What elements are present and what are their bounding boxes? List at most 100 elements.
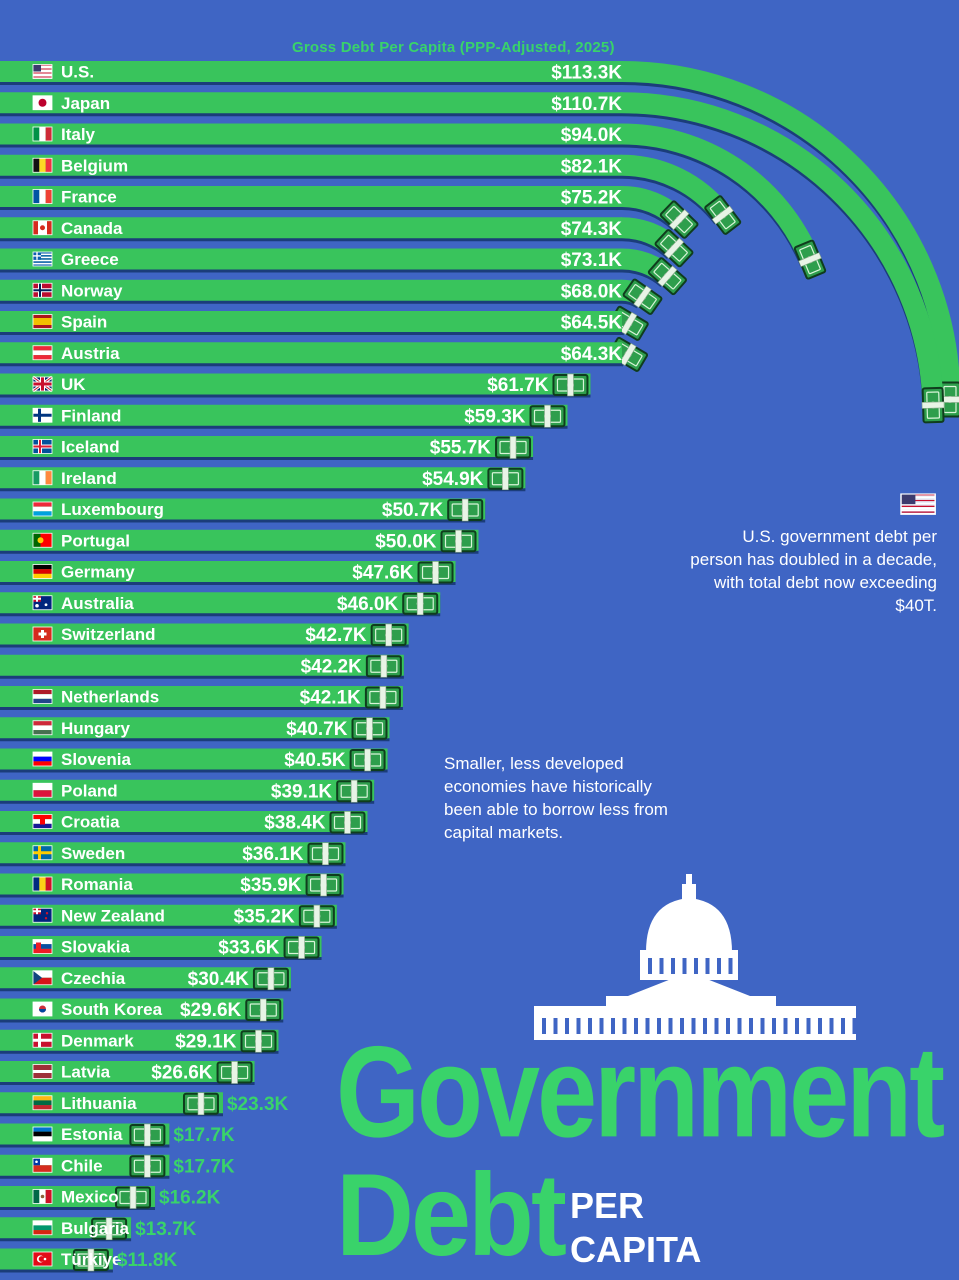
bar: [0, 529, 479, 551]
capitol-column-gap: [760, 1018, 765, 1034]
bar: [0, 123, 622, 145]
country-label: Mexico: [61, 1188, 119, 1207]
bar: [0, 998, 284, 1020]
money-bill-icon: [365, 654, 402, 678]
capitol-column-gap: [622, 1018, 627, 1034]
bar-row: Iceland $55.7K: [0, 436, 534, 460]
country-label: Australia: [61, 594, 134, 613]
money-bill-icon: [336, 779, 373, 803]
flag-ro-icon: [32, 876, 53, 892]
bar: [0, 1029, 279, 1051]
country-label: Canada: [61, 219, 123, 238]
country-label: Belgium: [61, 156, 128, 175]
bar-row: Estonia $17.7K: [0, 1123, 235, 1148]
value-label: $39.1K: [271, 781, 333, 802]
bar: [0, 717, 390, 739]
flag-au-icon: [32, 595, 53, 611]
value-label: $40.5K: [284, 750, 346, 771]
value-label: $74.3K: [561, 219, 623, 240]
money-bill-icon: [129, 1123, 166, 1147]
small-economies-annotation: Smaller, less developed economies have h…: [444, 754, 668, 842]
country-label: UK: [61, 375, 86, 394]
capitol-drum-window: [728, 958, 733, 974]
value-label: $47.6K: [352, 563, 414, 584]
value-label: $33.6K: [218, 938, 280, 959]
money-bill-icon: [495, 436, 532, 459]
flag-sk-icon: [32, 939, 53, 954]
bar: [0, 561, 456, 582]
country-label: France: [61, 188, 117, 207]
money-bill-icon: [307, 842, 344, 866]
us-flag-icon: [900, 493, 936, 515]
flag-se-icon: [32, 845, 53, 861]
bar: [0, 1061, 255, 1082]
value-label: $73.1K: [561, 250, 623, 271]
money-bill-icon: [440, 529, 477, 553]
country-label: Slovenia: [61, 750, 131, 769]
value-label: $40.7K: [286, 719, 348, 740]
capitol-lantern: [682, 884, 696, 900]
chart-subtitle: Gross Debt Per Capita (PPP-Adjusted, 202…: [292, 39, 615, 56]
capitol-column-gap: [749, 1018, 753, 1034]
flag-no-icon: [32, 282, 53, 298]
value-label: $17.7K: [173, 1156, 235, 1177]
flag-at-icon: [32, 345, 53, 361]
bar-group: U.S. $113.3K Japan $110.7K Italy $94.0K Belgiu…: [0, 61, 622, 1273]
capitol-column-gap: [841, 1018, 845, 1034]
capitol-column-gap: [818, 1018, 822, 1034]
country-label: Estonia: [61, 1125, 123, 1144]
value-label: $113.3K: [551, 63, 622, 84]
money-bill-icon: [529, 404, 566, 428]
curved-bar: [620, 92, 944, 406]
capitol-drum-window: [682, 958, 687, 974]
value-label: $50.7K: [382, 500, 444, 521]
bar-row: Sweden $36.1K: [0, 842, 346, 867]
bar-row: Croatia $38.4K: [0, 811, 368, 835]
value-label: $17.7K: [173, 1125, 235, 1146]
value-label: $59.3K: [464, 406, 526, 427]
value-label: $82.1K: [561, 156, 623, 177]
money-bill-icon: [283, 936, 320, 959]
money-bill-icon: [305, 873, 342, 897]
flag-it-icon: [32, 126, 53, 142]
bar: [0, 623, 409, 645]
title-per: PER: [570, 1185, 645, 1226]
curved-bar: [620, 60, 959, 400]
capitol-column-gap: [599, 1018, 604, 1034]
bar: [0, 311, 622, 332]
money-bill-icon: [182, 1092, 219, 1116]
bar-row: Bulgaria $13.7K: [0, 1217, 197, 1242]
capitol-column-gap: [829, 1018, 834, 1034]
bar-row: Germany $47.6K: [0, 561, 456, 585]
country-label: Ireland: [61, 469, 117, 488]
bar: [0, 248, 622, 270]
money-bill-icon: [216, 1061, 253, 1084]
money-bill-icon: [351, 717, 388, 741]
bar: [0, 373, 591, 395]
country-label: Croatia: [61, 813, 120, 832]
bar: [0, 686, 403, 707]
bar-row: Switzerland $42.7K: [0, 623, 409, 648]
bar-row: Slovenia $40.5K: [0, 748, 388, 773]
money-bill-icon: [252, 967, 289, 991]
bar-row: $42.2K: [0, 654, 404, 679]
country-label: Sweden: [61, 844, 125, 863]
bar: [0, 186, 622, 207]
bar: [0, 279, 622, 301]
bar-row: Finland $59.3K: [0, 404, 568, 429]
money-bill-icon: [704, 195, 742, 235]
capitol-drum-window: [648, 958, 652, 974]
flag-jp-icon: [32, 95, 53, 111]
flag-tr-icon: [32, 1251, 53, 1267]
capitol-column-gap: [726, 1018, 730, 1034]
bar-row: U.S. $113.3K: [0, 61, 622, 85]
money-bill-icon: [91, 1217, 128, 1241]
value-label: $55.7K: [430, 438, 492, 459]
value-label: $64.5K: [561, 313, 623, 334]
country-label: Chile: [61, 1156, 103, 1175]
country-label: U.S.: [61, 63, 94, 82]
flag-us-icon: [900, 493, 936, 515]
curved-bar: [620, 123, 820, 264]
country-label: Bulgaria: [61, 1219, 130, 1238]
value-label: $35.9K: [240, 875, 302, 896]
